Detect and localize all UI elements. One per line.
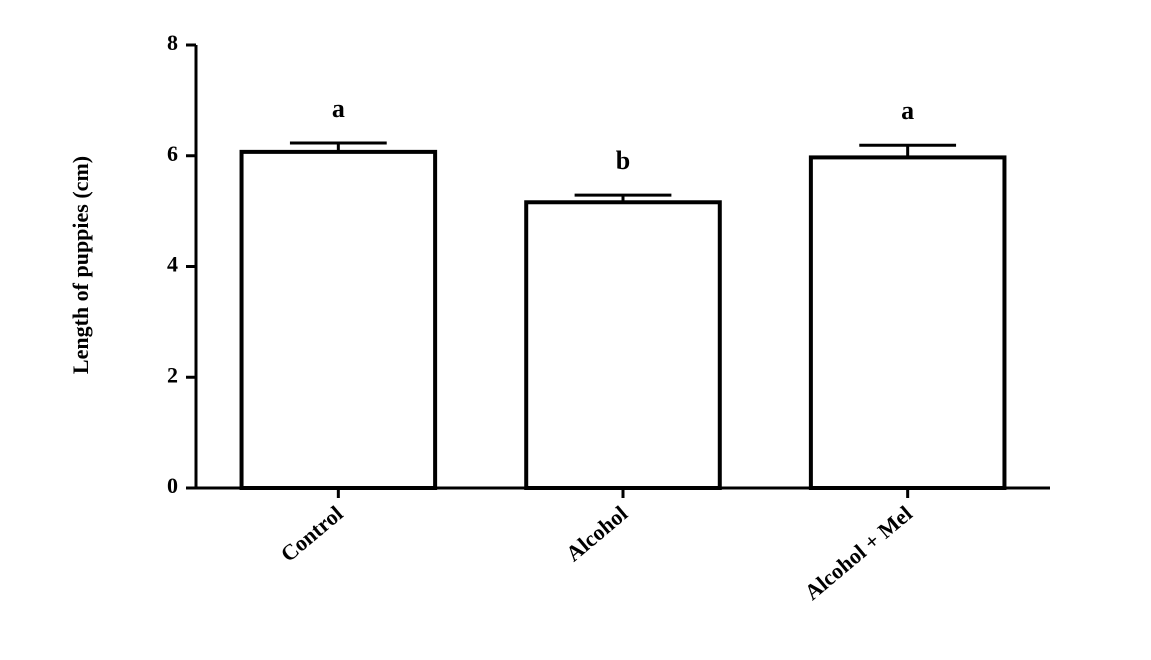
significance-label: b xyxy=(616,146,630,175)
bar xyxy=(239,149,438,490)
y-tick-label: 6 xyxy=(167,141,178,166)
y-tick-label: 0 xyxy=(167,473,178,498)
significance-label: a xyxy=(332,94,345,123)
y-tick-label: 8 xyxy=(167,30,178,55)
x-tick-label: Alcohol + Mel xyxy=(799,501,916,605)
x-tick-label: Control xyxy=(276,501,348,567)
y-tick-label: 2 xyxy=(167,362,178,387)
x-tick-label: Alcohol xyxy=(561,501,632,567)
bar xyxy=(524,200,722,490)
y-tick-label: 4 xyxy=(167,252,178,277)
y-axis-label: Length of puppies (cm) xyxy=(68,156,93,374)
significance-label: a xyxy=(901,96,914,125)
bar xyxy=(808,155,1007,490)
